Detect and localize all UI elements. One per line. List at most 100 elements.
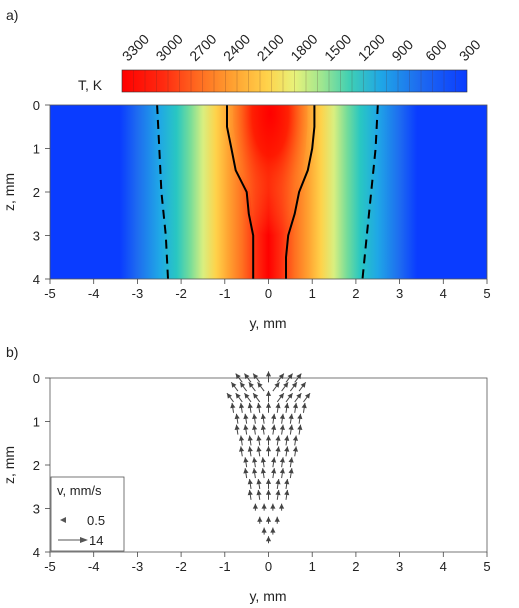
velocity-arrow-head [287,373,293,380]
velocity-arrow-head [252,503,258,509]
y-axis-label-a: z, mm [1,173,17,211]
velocity-arrow-head [260,424,266,430]
velocity-arrow-head [234,424,240,430]
velocity-arrow-head [271,468,277,474]
hot-core [233,105,308,279]
velocity-arrow-head [256,446,262,452]
velocity-arrow-head [265,435,272,441]
velocity-arrow-head [253,373,259,380]
x-tick-label-b: 3 [396,559,403,574]
y-tick-label-a: 2 [33,185,40,200]
velocity-arrow-head [256,402,262,409]
velocity-arrow-head [297,413,303,420]
colorbar-tick-label: 2700 [186,31,219,64]
velocity-arrow-head [292,402,299,409]
velocity-arrow-head [243,413,249,420]
velocity-arrow-head [243,457,249,463]
colorbar-tick-label: 3300 [119,31,152,64]
velocity-arrow-head [265,478,272,484]
velocity-arrow-head [238,402,245,409]
velocity-arrow-head [275,402,281,409]
velocity-arrow-head [260,468,266,474]
velocity-arrow-head [271,413,277,420]
velocity-vectors [226,371,311,544]
velocity-arrow-head [265,390,272,396]
velocity-arrow-head [235,393,241,399]
x-tick-label-a: 2 [352,286,359,301]
melt-boundary-left [226,105,255,279]
velocity-arrow-head [260,413,266,420]
velocity-arrow-head [271,457,277,463]
x-tick-label-a: -2 [175,286,187,301]
velocity-arrow-head [231,382,237,388]
y-tick-label-b: 0 [33,371,40,386]
x-tick-label-b: 5 [483,559,490,574]
x-tick-label-a: -1 [219,286,231,301]
colorbar-tick-label: 2100 [254,31,287,64]
velocity-arrow-head [271,424,277,430]
velocity-arrow-head [291,382,297,388]
x-tick-label-a: -3 [132,286,144,301]
colorbar-cell-lines [133,70,456,92]
legend-arrow-small [60,517,66,523]
velocity-arrow-head [296,373,302,380]
x-tick-label-b: 1 [309,559,316,574]
velocity-arrow-head [301,402,307,409]
y-tick-label-b: 3 [33,502,40,517]
velocity-arrow-head [288,413,294,420]
velocity-arrow-head [252,457,258,463]
velocity-arrow-head [238,446,245,452]
axes-a: -5 -4 -3 -2 -1 0 1 2 3 4 5 0 1 2 3 4 [33,98,491,301]
y-tick-label-b: 2 [33,458,40,473]
x-tick-label-a: 1 [309,286,316,301]
velocity-arrow-head [265,516,272,522]
velocity-arrow-head [284,479,290,485]
x-tick-label-b: -2 [175,559,187,574]
velocity-arrow-head [261,503,267,509]
panel-label-b: b) [6,344,18,360]
colorbar-ticks: 3300 3000 2700 2400 2100 1800 1500 1200 900 600 30… [119,31,484,64]
x-tick-label-b: 2 [352,559,359,574]
velocity-arrow-head [275,446,281,452]
y-tick-label-b: 1 [33,415,40,430]
velocity-arrow-head [256,479,262,485]
axes-b: -5 -4 -3 -2 -1 0 1 2 3 4 5 0 1 2 3 4 [33,371,491,574]
panel-b: -5 -4 -3 -2 -1 0 1 2 3 4 5 0 1 2 3 4 y, mm z, mm v, mm/… [1,371,491,604]
velocity-arrow-head [235,373,241,380]
velocity-arrow-head [270,527,276,533]
velocity-arrow-head [244,393,250,399]
velocity-arrow-head [278,393,284,399]
velocity-arrow-head [288,468,294,474]
panel-label-a: a) [6,7,18,23]
colorbar-tick-label: 900 [388,36,416,64]
x-tick-label-b: -3 [132,559,144,574]
x-tick-label-a: 0 [265,286,272,301]
colorbar-tick-label: 600 [422,36,450,64]
velocity-arrow-head [234,413,240,420]
velocity-arrow-head [283,382,289,388]
velocity-arrow-head [243,468,249,474]
velocity-arrow-head [300,382,306,388]
velocity-arrow-head [247,446,253,452]
colorbar-tick-label: 3000 [153,31,186,64]
vector-legend: v, mm/s 0.5 14 [50,476,125,552]
velocity-arrow-head [261,527,267,533]
velocity-arrow-head [284,435,290,441]
velocity-arrow-head [292,435,299,441]
velocity-arrow-head [240,382,246,388]
x-tick-label-b: -5 [44,559,56,574]
panel-a: -5 -4 -3 -2 -1 0 1 2 3 4 5 0 1 2 3 4 y, mm z, mm [1,98,491,331]
velocity-arrow-head [275,435,281,441]
velocity-arrow-head [247,489,253,496]
y-tick-label-a: 0 [33,98,40,113]
velocity-arrow-head [260,457,266,463]
velocity-arrow-head [253,393,259,399]
velocity-arrow-head [279,503,285,509]
x-tick-label-b: -4 [88,559,100,574]
vector-legend-box [50,476,125,552]
x-tick-label-b: 0 [265,559,272,574]
velocity-arrow-head [284,446,290,452]
y-tick-label-a: 1 [33,142,40,157]
velocity-arrow-head [230,402,236,409]
melt-boundary-right [285,105,316,279]
